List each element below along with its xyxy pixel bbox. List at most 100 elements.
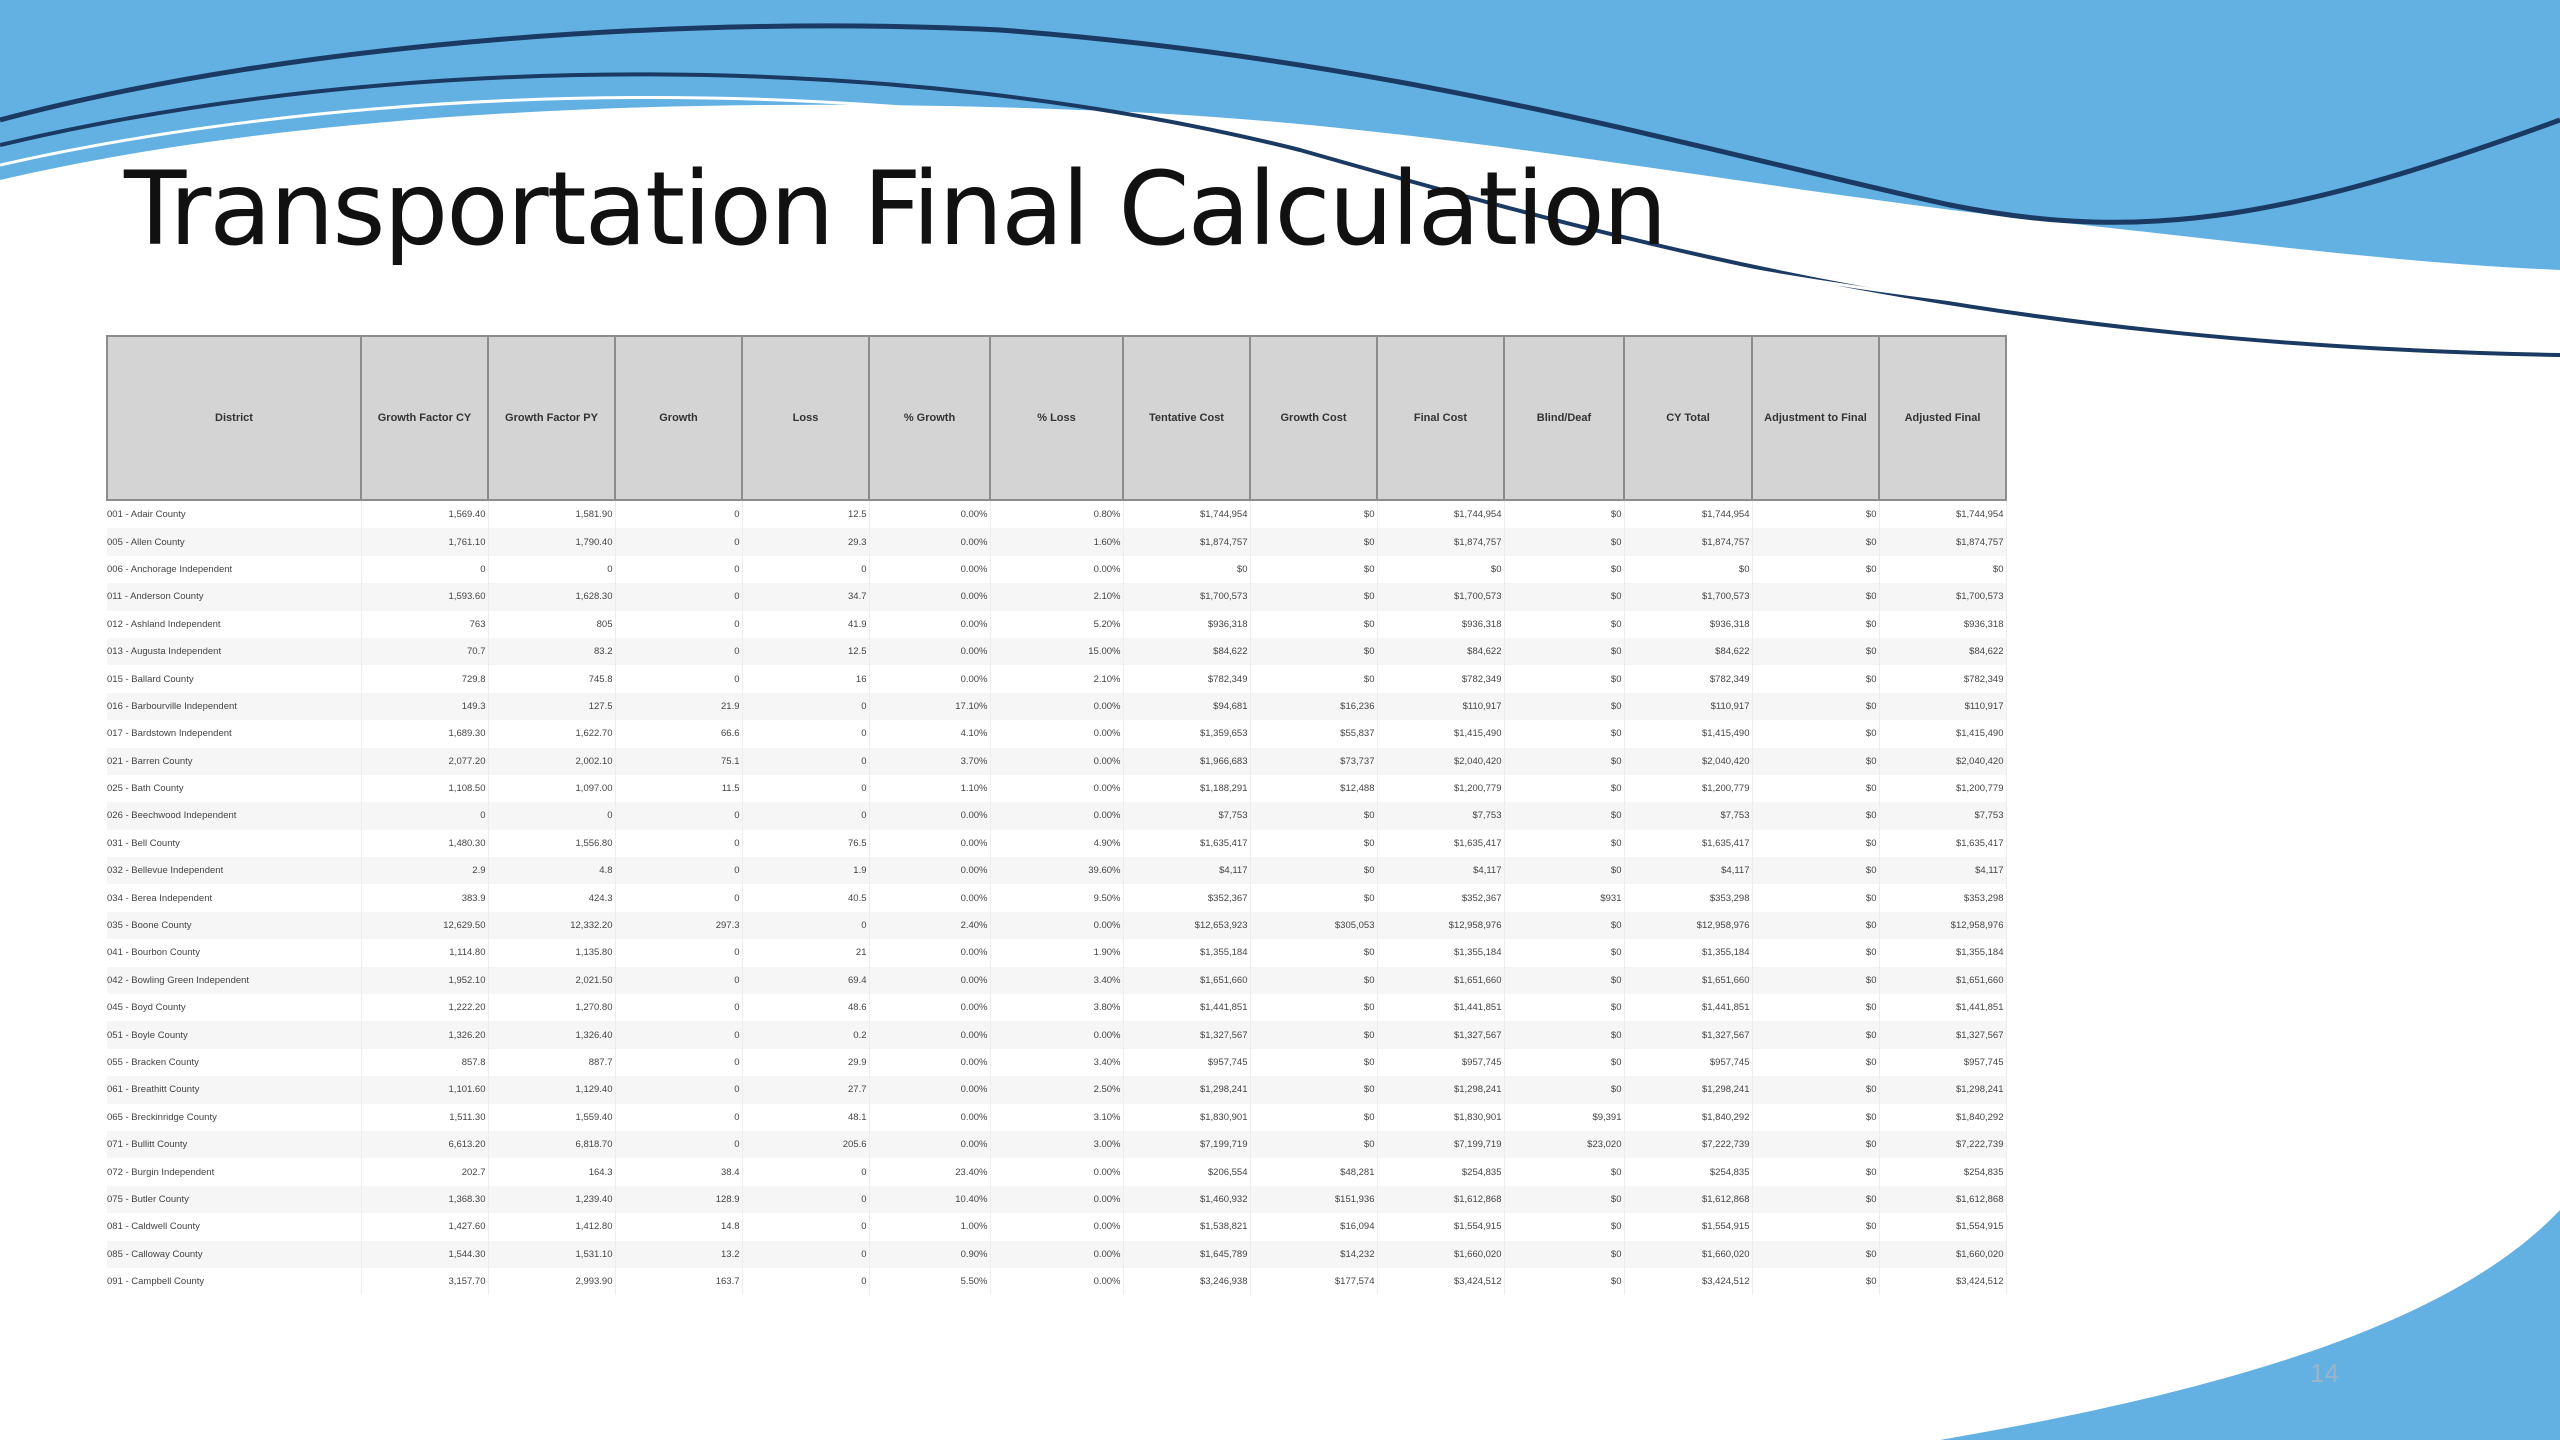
table-cell: $1,327,567 bbox=[1879, 1021, 2007, 1049]
table-cell: $1,441,851 bbox=[1624, 994, 1753, 1022]
table-cell: $1,744,954 bbox=[1123, 500, 1251, 529]
table-cell: $0 bbox=[1504, 911, 1625, 940]
table-cell: $0 bbox=[1250, 994, 1378, 1022]
table-cell: $352,367 bbox=[1377, 884, 1505, 912]
table-cell: $0 bbox=[1504, 802, 1625, 830]
table-cell: $782,349 bbox=[1123, 665, 1251, 693]
table-cell: 3.10% bbox=[990, 1103, 1124, 1131]
table-cell: $0 bbox=[1752, 1213, 1880, 1241]
table-cell: 4.10% bbox=[869, 720, 991, 748]
table-cell: 17.10% bbox=[869, 692, 991, 721]
table-cell: 3,157.70 bbox=[361, 1267, 489, 1296]
table-cell: 0 bbox=[742, 1240, 870, 1268]
table-cell: 149.3 bbox=[361, 692, 489, 721]
table-cell: $1,415,490 bbox=[1624, 720, 1753, 748]
table-cell: $0 bbox=[1752, 692, 1880, 721]
table-cell: $0 bbox=[1752, 1021, 1880, 1049]
table-cell: 0.00% bbox=[990, 555, 1124, 584]
table-cell: 4.90% bbox=[990, 829, 1124, 858]
table-cell: 0.00% bbox=[869, 829, 991, 858]
table-row: 021 - Barren County 2,077.20 2,002.10 75.1 0… bbox=[107, 747, 2007, 775]
table-cell: 10.40% bbox=[869, 1185, 991, 1214]
table-cell: $0 bbox=[1250, 610, 1378, 638]
table-cell: $0 bbox=[1504, 555, 1625, 584]
table-cell: 14.8 bbox=[615, 1213, 743, 1241]
column-header: % Loss bbox=[989, 335, 1124, 501]
table-cell: 66.6 bbox=[615, 720, 743, 748]
table-cell: $0 bbox=[1752, 610, 1880, 638]
table-cell: 1,412.80 bbox=[488, 1213, 616, 1241]
table-cell: 21.9 bbox=[615, 692, 743, 721]
table-cell: 15.00% bbox=[990, 637, 1124, 666]
table-cell: 0 bbox=[615, 994, 743, 1022]
table-cell: $0 bbox=[1624, 555, 1753, 584]
district-cell: 072 - Burgin Independent bbox=[107, 1158, 362, 1186]
table-cell: 2.40% bbox=[869, 911, 991, 940]
table-cell: 0.00% bbox=[869, 1048, 991, 1077]
table-cell: $0 bbox=[1752, 1076, 1880, 1104]
table-cell: 0 bbox=[742, 911, 870, 940]
table-cell: $1,441,851 bbox=[1123, 994, 1251, 1022]
table-cell: $110,917 bbox=[1879, 692, 2007, 721]
table-cell: $0 bbox=[1752, 637, 1880, 666]
table-cell: $936,318 bbox=[1879, 610, 2007, 638]
table-cell: 0.90% bbox=[869, 1240, 991, 1268]
table-cell: $12,958,976 bbox=[1879, 911, 2007, 940]
column-header: Loss bbox=[741, 335, 870, 501]
table-cell: $0 bbox=[1752, 911, 1880, 940]
table-cell: 48.6 bbox=[742, 994, 870, 1022]
table-cell: $1,612,868 bbox=[1624, 1185, 1753, 1214]
table-cell: $0 bbox=[1250, 829, 1378, 858]
table-cell: $1,298,241 bbox=[1879, 1076, 2007, 1104]
table-cell: 0 bbox=[615, 583, 743, 611]
table-cell: $1,359,653 bbox=[1123, 720, 1251, 748]
table-cell: $94,681 bbox=[1123, 692, 1251, 721]
table-cell: 4.8 bbox=[488, 857, 616, 885]
table-cell: 2.50% bbox=[990, 1076, 1124, 1104]
table-cell: $0 bbox=[1250, 555, 1378, 584]
table-cell: 12,629.50 bbox=[361, 911, 489, 940]
table-cell: $0 bbox=[1250, 802, 1378, 830]
table-cell: 0.00% bbox=[869, 500, 991, 529]
table-cell: 0 bbox=[615, 500, 743, 529]
table-cell: 745.8 bbox=[488, 665, 616, 693]
district-cell: 013 - Augusta Independent bbox=[107, 637, 362, 666]
table-cell: 1,480.30 bbox=[361, 829, 489, 858]
table-cell: $254,835 bbox=[1624, 1158, 1753, 1186]
table-cell: 16 bbox=[742, 665, 870, 693]
table-cell: 0.80% bbox=[990, 500, 1124, 529]
table-row: 065 - Breckinridge County 1,511.30 1,559.4… bbox=[107, 1103, 2007, 1131]
table-row: 016 - Barbourville Independent 149.3 127.5… bbox=[107, 692, 2007, 721]
table-cell: $12,653,923 bbox=[1123, 911, 1251, 940]
table-cell: 0.00% bbox=[990, 747, 1124, 775]
table-cell: 1,628.30 bbox=[488, 583, 616, 611]
table-cell: $7,199,719 bbox=[1123, 1130, 1251, 1159]
table-cell: $1,874,757 bbox=[1377, 528, 1505, 556]
table-cell: $0 bbox=[1377, 555, 1505, 584]
district-cell: 041 - Bourbon County bbox=[107, 939, 362, 967]
table-cell: 0 bbox=[742, 774, 870, 803]
table-cell: 41.9 bbox=[742, 610, 870, 638]
district-cell: 012 - Ashland Independent bbox=[107, 610, 362, 638]
table-cell: $0 bbox=[1250, 966, 1378, 995]
table-cell: 0 bbox=[488, 555, 616, 584]
table-cell: $84,622 bbox=[1377, 637, 1505, 666]
table-cell: 39.60% bbox=[990, 857, 1124, 885]
table-cell: $353,298 bbox=[1879, 884, 2007, 912]
transportation-calculation-table: District Growth Factor CY Growth Factor PY… bbox=[106, 335, 2007, 1296]
table-cell: 2.10% bbox=[990, 583, 1124, 611]
table-cell: $1,874,757 bbox=[1879, 528, 2007, 556]
district-cell: 061 - Breathitt County bbox=[107, 1076, 362, 1104]
table-cell: $1,327,567 bbox=[1123, 1021, 1251, 1049]
table-cell: 205.6 bbox=[742, 1130, 870, 1159]
table-cell: $2,040,420 bbox=[1624, 747, 1753, 775]
table-cell: $4,117 bbox=[1377, 857, 1505, 885]
table-cell: $7,222,739 bbox=[1624, 1130, 1753, 1159]
district-cell: 051 - Boyle County bbox=[107, 1021, 362, 1049]
column-header: % Growth bbox=[868, 335, 991, 501]
top-wave-line-white bbox=[0, 96, 2560, 342]
table-cell: $16,236 bbox=[1250, 692, 1378, 721]
table-cell: $1,874,757 bbox=[1123, 528, 1251, 556]
table-cell: 9.50% bbox=[990, 884, 1124, 912]
district-cell: 035 - Boone County bbox=[107, 911, 362, 940]
